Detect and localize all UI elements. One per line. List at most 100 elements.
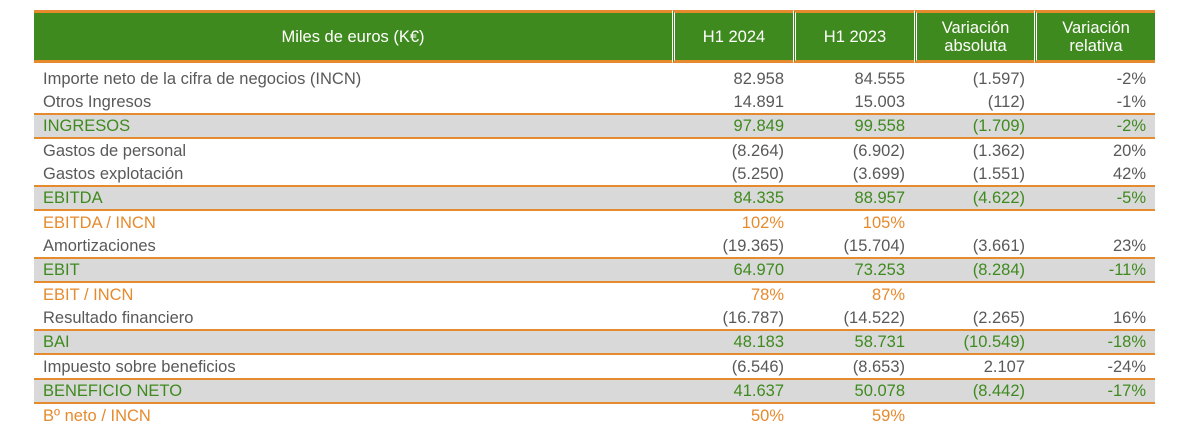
cell-variacion-absoluta: (3.661) — [914, 234, 1034, 257]
ratio-row: EBITDA / INCN 102% 105% — [34, 211, 1155, 234]
cell-variacion-relativa — [1034, 404, 1155, 427]
cell-h1-2024: (16.787) — [672, 306, 793, 329]
cell-h1-2023: 59% — [871, 406, 905, 425]
cell-h1-2024: 84.335 — [672, 185, 793, 211]
cell-h1-2024: 78% — [750, 285, 784, 304]
cell-h1-2023: 99.558 — [793, 113, 914, 139]
cell-variacion-absoluta — [914, 211, 1034, 234]
cell-variacion-absoluta: (8.284) — [914, 257, 1034, 283]
cell-variacion-relativa: 23% — [1034, 234, 1155, 257]
header-h1-2024: H1 2024 — [672, 10, 793, 63]
row-label: Gastos de personal — [34, 139, 672, 162]
row-label: EBITDA / INCN — [43, 213, 156, 232]
cell-h1-2024: 82.958 — [672, 63, 793, 90]
cell-h1-2023: 73.253 — [793, 257, 914, 283]
row-label: EBITDA — [34, 185, 672, 211]
ratio-row: EBIT / INCN 78% 87% — [34, 283, 1155, 306]
cell-variacion-absoluta: 2.107 — [914, 355, 1034, 378]
cell-h1-2024: 50% — [750, 406, 784, 425]
total-row: EBITDA 84.335 88.957 (4.622) -5% — [34, 185, 1155, 211]
cell-variacion-relativa: -1% — [1034, 90, 1155, 113]
cell-variacion-relativa: 16% — [1034, 306, 1155, 329]
cell-variacion-absoluta: (2.265) — [914, 306, 1034, 329]
cell-h1-2023: (8.653) — [793, 355, 914, 378]
cell-h1-2023: (3.699) — [793, 162, 914, 185]
cell-h1-2023: 15.003 — [793, 90, 914, 113]
row-label: Impuesto sobre beneficios — [34, 355, 672, 378]
cell-h1-2023: 87% — [871, 285, 905, 304]
financial-results-table: Miles de euros (K€) H1 2024 H1 2023 Vari… — [34, 10, 1155, 427]
cell-h1-2023: 88.957 — [793, 185, 914, 211]
cell-variacion-relativa: 42% — [1034, 162, 1155, 185]
total-row: BAI 48.183 58.731 (10.549) -18% — [34, 329, 1155, 355]
cell-variacion-relativa: 20% — [1034, 139, 1155, 162]
total-row: EBIT 64.970 73.253 (8.284) -11% — [34, 257, 1155, 283]
row-label: INGRESOS — [34, 113, 672, 139]
total-row: INGRESOS 97.849 99.558 (1.709) -2% — [34, 113, 1155, 139]
row-label: EBIT — [34, 257, 672, 283]
cell-variacion-relativa: -5% — [1034, 185, 1155, 211]
cell-variacion-absoluta: (112) — [914, 90, 1034, 113]
table-row: Impuesto sobre beneficios (6.546) (8.653) 2… — [34, 355, 1155, 378]
table-header-row: Miles de euros (K€) H1 2024 H1 2023 Vari… — [34, 10, 1155, 63]
header-variacion-absoluta-line2: absoluta — [944, 36, 1007, 55]
cell-variacion-absoluta: (1.551) — [914, 162, 1034, 185]
header-variacion-absoluta-line1: Variación — [941, 18, 1010, 37]
cell-variacion-absoluta — [914, 283, 1034, 306]
row-label: Otros Ingresos — [34, 90, 672, 113]
cell-h1-2024: 41.637 — [672, 378, 793, 404]
row-label: Resultado financiero — [34, 306, 672, 329]
cell-variacion-absoluta: (8.442) — [914, 378, 1034, 404]
cell-variacion-absoluta: (1.709) — [914, 113, 1034, 139]
table-row: Amortizaciones (19.365) (15.704) (3.661) 23% — [34, 234, 1155, 257]
cell-h1-2024: 48.183 — [672, 329, 793, 355]
header-variacion-absoluta: Variación absoluta — [914, 10, 1034, 63]
cell-variacion-absoluta: (1.362) — [914, 139, 1034, 162]
header-h1-2023: H1 2023 — [793, 10, 914, 63]
cell-variacion-relativa: -2% — [1034, 113, 1155, 139]
row-label: BENEFICIO NETO — [34, 378, 672, 404]
table-row: Gastos de personal (8.264) (6.902) (1.362) 2… — [34, 139, 1155, 162]
cell-h1-2024: (6.546) — [672, 355, 793, 378]
row-label: Gastos explotación — [34, 162, 672, 185]
cell-variacion-absoluta: (4.622) — [914, 185, 1034, 211]
row-label: Importe neto de la cifra de negocios (IN… — [34, 63, 672, 90]
ratio-row: Bº neto / INCN 50% 59% — [34, 404, 1155, 427]
cell-variacion-relativa: -17% — [1034, 378, 1155, 404]
table-body: Importe neto de la cifra de negocios (IN… — [34, 63, 1155, 427]
cell-variacion-relativa: -18% — [1034, 329, 1155, 355]
header-variacion-relativa: Variación relativa — [1034, 10, 1155, 63]
cell-variacion-relativa — [1034, 211, 1155, 234]
table-row: Gastos explotación (5.250) (3.699) (1.551) 4… — [34, 162, 1155, 185]
cell-h1-2024: 14.891 — [672, 90, 793, 113]
cell-h1-2023: 84.555 — [793, 63, 914, 90]
cell-variacion-absoluta: (1.597) — [914, 63, 1034, 90]
cell-h1-2023: 50.078 — [793, 378, 914, 404]
cell-h1-2024: (19.365) — [672, 234, 793, 257]
cell-h1-2024: 64.970 — [672, 257, 793, 283]
row-label: Bº neto / INCN — [43, 406, 151, 425]
cell-h1-2023: (6.902) — [793, 139, 914, 162]
cell-variacion-relativa: -24% — [1034, 355, 1155, 378]
header-label-column: Miles de euros (K€) — [34, 10, 672, 63]
cell-variacion-relativa — [1034, 283, 1155, 306]
cell-h1-2024: 102% — [741, 213, 784, 232]
cell-variacion-relativa: -11% — [1034, 257, 1155, 283]
table-row: Otros Ingresos 14.891 15.003 (112) -1% — [34, 90, 1155, 113]
row-label: BAI — [34, 329, 672, 355]
cell-variacion-absoluta: (10.549) — [914, 329, 1034, 355]
cell-h1-2023: (15.704) — [793, 234, 914, 257]
cell-h1-2023: 105% — [862, 213, 905, 232]
table-row: Importe neto de la cifra de negocios (IN… — [34, 63, 1155, 90]
cell-h1-2023: 58.731 — [793, 329, 914, 355]
cell-variacion-relativa: -2% — [1034, 63, 1155, 90]
total-row: BENEFICIO NETO 41.637 50.078 (8.442) -17% — [34, 378, 1155, 404]
row-label: EBIT / INCN — [43, 285, 134, 304]
header-variacion-relativa-line1: Variación — [1062, 18, 1130, 37]
cell-h1-2024: 97.849 — [672, 113, 793, 139]
cell-h1-2024: (8.264) — [672, 139, 793, 162]
header-variacion-relativa-line2: relativa — [1069, 36, 1123, 55]
cell-h1-2024: (5.250) — [672, 162, 793, 185]
table-row: Resultado financiero (16.787) (14.522) (2.2… — [34, 306, 1155, 329]
row-label: Amortizaciones — [34, 234, 672, 257]
